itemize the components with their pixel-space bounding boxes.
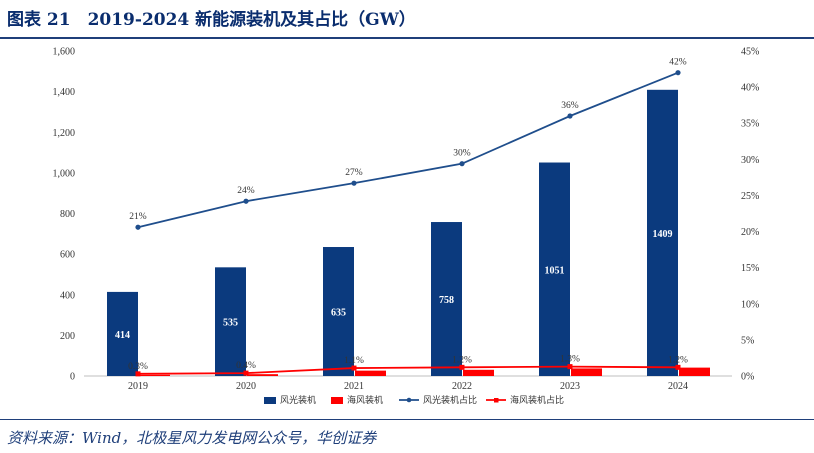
- y-right-tick-label: 15%: [741, 263, 759, 274]
- x-tick-label: 2022: [452, 381, 472, 392]
- x-tick-label: 2020: [236, 381, 256, 392]
- line-value-label: 1.1%: [344, 356, 364, 366]
- marker-offshore-share: [135, 371, 141, 377]
- line-value-label: 1.2%: [452, 355, 472, 365]
- lines: [135, 70, 681, 377]
- line-wind-solar-share: [137, 71, 679, 229]
- y-right-tick-label: 5%: [741, 335, 754, 346]
- x-tick-label: 2021: [344, 381, 364, 392]
- line-value-label: 36%: [561, 101, 579, 111]
- bar-wind-solar: [323, 247, 354, 376]
- bar-wind-solar: [539, 162, 570, 376]
- legend-label: 风光装机占比: [423, 394, 477, 405]
- bar-wind-solar: [215, 267, 246, 376]
- legend-marker: [494, 398, 499, 403]
- bar-value-label: 1409: [653, 229, 673, 240]
- y-right-tick-label: 40%: [741, 83, 759, 94]
- bar-value-label: 635: [331, 308, 346, 319]
- marker-offshore-share: [567, 364, 573, 370]
- bar-wind-solar: [647, 89, 678, 376]
- capacity-chart: 0 200 400 600 800 1,000 1,200 1,400 1,600 0% 5% 10%…: [53, 47, 760, 406]
- data-labels: 414 535 635 758 1051 1409 21% 24% 27% 30% 36% 42% 0.…: [115, 58, 688, 372]
- marker-wind-solar-share: [459, 161, 465, 167]
- line-value-label: 0.3%: [128, 362, 148, 372]
- legend-label: 风光装机: [280, 394, 316, 405]
- marker-offshore-share: [675, 364, 681, 370]
- x-tick-label: 2023: [560, 381, 580, 392]
- legend-swatch: [264, 397, 276, 404]
- y-left-tick-label: 1,200: [53, 128, 76, 139]
- bar-offshore-wind: [679, 367, 710, 376]
- legend-label: 海风装机: [347, 394, 383, 405]
- y-right-tick-label: 30%: [741, 155, 759, 166]
- y-right-tick-label: 35%: [741, 119, 759, 130]
- bar-offshore-wind: [247, 374, 278, 376]
- bar-offshore-wind: [571, 368, 602, 376]
- page-title: 图表 21 2019-2024 新能源装机及其占比（GW）: [7, 10, 416, 30]
- marker-wind-solar-share: [351, 180, 357, 186]
- y-left-tick-label: 800: [60, 209, 75, 220]
- line-value-label: 30%: [453, 149, 471, 159]
- x-tick-label: 2024: [668, 381, 688, 392]
- y-right-tick-label: 20%: [741, 227, 759, 238]
- bar-offshore-wind: [463, 369, 494, 376]
- marker-offshore-share: [351, 365, 357, 371]
- y-left-tick-label: 400: [60, 290, 75, 301]
- y-left-tick-label: 0: [70, 372, 75, 383]
- marker-wind-solar-share: [675, 70, 681, 76]
- legend-label: 海风装机占比: [510, 394, 564, 405]
- bar-offshore-wind: [139, 374, 170, 376]
- legend-marker: [406, 397, 412, 403]
- title-divider: [0, 37, 814, 39]
- bar-value-label: 535: [223, 318, 238, 329]
- y-right-tick-label: 45%: [741, 47, 759, 58]
- line-value-label: 0.4%: [236, 361, 256, 371]
- line-value-label: 1.3%: [560, 355, 580, 365]
- footer-divider: [0, 419, 814, 420]
- y-left-tick-label: 600: [60, 250, 75, 261]
- marker-wind-solar-share: [567, 113, 573, 119]
- source-note: 资料来源：Wind，北极星风力发电网公众号，华创证券: [7, 429, 377, 447]
- marker-wind-solar-share: [243, 198, 249, 204]
- line-value-label: 21%: [129, 212, 147, 222]
- legend: 风光装机 海风装机 风光装机占比 海风装机占比: [264, 394, 564, 405]
- y-left-tick-label: 200: [60, 331, 75, 342]
- line-value-label: 27%: [345, 168, 363, 178]
- marker-offshore-share: [243, 370, 249, 376]
- line-value-label: 1.2%: [668, 355, 688, 365]
- line-offshore-share: [137, 365, 679, 375]
- bar-value-label: 1051: [545, 265, 565, 276]
- bar-value-label: 414: [115, 330, 130, 341]
- y-left-tick-label: 1,400: [53, 87, 76, 98]
- legend-swatch: [331, 397, 343, 404]
- line-value-label: 42%: [669, 58, 687, 68]
- bar-offshore-wind: [355, 370, 386, 376]
- bars: [107, 89, 710, 376]
- y-left-tick-label: 1,600: [53, 47, 76, 58]
- line-value-label: 24%: [237, 186, 255, 196]
- bar-wind-solar: [107, 291, 138, 376]
- bar-wind-solar: [431, 222, 462, 376]
- y-right-tick-label: 10%: [741, 299, 759, 310]
- marker-wind-solar-share: [135, 224, 141, 230]
- axes: 0 200 400 600 800 1,000 1,200 1,400 1,600 0% 5% 10%…: [53, 47, 760, 393]
- y-right-tick-label: 0%: [741, 372, 754, 383]
- bar-value-label: 758: [439, 295, 454, 306]
- x-tick-label: 2019: [128, 381, 148, 392]
- y-right-tick-label: 25%: [741, 191, 759, 202]
- marker-offshore-share: [459, 364, 465, 370]
- y-left-tick-label: 1,000: [53, 168, 76, 179]
